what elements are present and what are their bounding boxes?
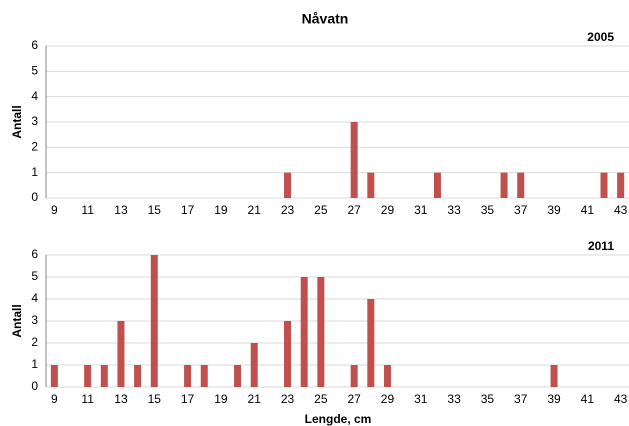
bar: [84, 365, 92, 387]
subtitle: 2005: [587, 30, 614, 44]
x-tick-label: 9: [51, 392, 58, 406]
y-tick-label: 3: [31, 114, 38, 128]
y-tick-label: 3: [31, 313, 38, 327]
bar: [383, 365, 391, 387]
bar: [250, 343, 258, 387]
bar: [200, 365, 208, 387]
x-tick-label: 41: [581, 392, 595, 406]
bar: [284, 321, 292, 387]
bar: [617, 172, 625, 198]
x-tick-label: 21: [248, 203, 262, 217]
x-tick-label: 13: [114, 392, 128, 406]
y-axis-label: Antall: [10, 304, 24, 337]
x-tick-label: 13: [114, 203, 128, 217]
bar: [517, 172, 525, 198]
x-tick-label: 17: [181, 203, 195, 217]
x-tick-label: 31: [414, 203, 428, 217]
y-tick-label: 6: [31, 247, 38, 261]
x-tick-label: 35: [481, 203, 495, 217]
bar: [100, 365, 108, 387]
x-tick-label: 37: [514, 392, 528, 406]
chart-title: Nåvatn: [302, 11, 349, 27]
bar: [134, 365, 142, 387]
y-tick-label: 5: [31, 64, 38, 78]
x-tick-label: 15: [148, 203, 162, 217]
x-tick-label: 15: [148, 392, 162, 406]
bar: [550, 365, 558, 387]
bar: [500, 172, 508, 198]
x-tick-label: 9: [51, 203, 58, 217]
x-tick-label: 29: [381, 203, 395, 217]
x-tick-label: 17: [181, 392, 195, 406]
x-tick-label: 27: [347, 203, 361, 217]
subtitle: 2011: [588, 239, 614, 253]
x-tick-label: 37: [514, 203, 528, 217]
x-axis-label: Lengde, cm: [305, 412, 372, 426]
x-tick-label: 23: [281, 392, 295, 406]
bar: [367, 172, 375, 198]
y-tick-label: 5: [31, 269, 38, 283]
bar: [350, 122, 358, 198]
x-tick-label: 33: [447, 392, 461, 406]
bar: [234, 365, 242, 387]
y-tick-label: 4: [31, 291, 38, 305]
x-tick-label: 21: [248, 392, 262, 406]
x-tick-label: 29: [381, 392, 395, 406]
y-tick-label: 0: [31, 190, 38, 204]
x-tick-label: 25: [314, 203, 328, 217]
y-axis-label: Antall: [10, 105, 24, 138]
bar: [600, 172, 608, 198]
x-tick-label: 41: [581, 203, 595, 217]
bar: [184, 365, 192, 387]
bar: [300, 277, 308, 387]
bar: [284, 172, 292, 198]
x-tick-label: 31: [414, 392, 428, 406]
x-tick-label: 33: [447, 203, 461, 217]
y-tick-label: 6: [31, 38, 38, 52]
bar: [317, 277, 325, 387]
x-tick-label: 39: [547, 392, 561, 406]
bar: [50, 365, 58, 387]
bar: [350, 365, 358, 387]
y-tick-label: 1: [31, 165, 38, 179]
bar: [367, 299, 375, 387]
bar: [433, 172, 441, 198]
y-tick-label: 1: [31, 357, 38, 371]
x-tick-label: 25: [314, 392, 328, 406]
bar: [150, 255, 158, 387]
y-tick-label: 4: [31, 89, 38, 103]
x-tick-label: 19: [214, 203, 228, 217]
x-tick-label: 11: [81, 392, 94, 406]
x-tick-label: 35: [481, 392, 495, 406]
x-tick-label: 19: [214, 392, 228, 406]
x-tick-label: 11: [81, 203, 94, 217]
y-tick-label: 2: [31, 140, 38, 154]
x-tick-label: 23: [281, 203, 295, 217]
x-tick-label: 39: [547, 203, 561, 217]
x-tick-label: 27: [347, 392, 361, 406]
y-tick-label: 0: [31, 379, 38, 393]
y-tick-label: 2: [31, 335, 38, 349]
bar: [117, 321, 125, 387]
x-tick-label: 43: [614, 392, 628, 406]
x-tick-label: 43: [614, 203, 628, 217]
